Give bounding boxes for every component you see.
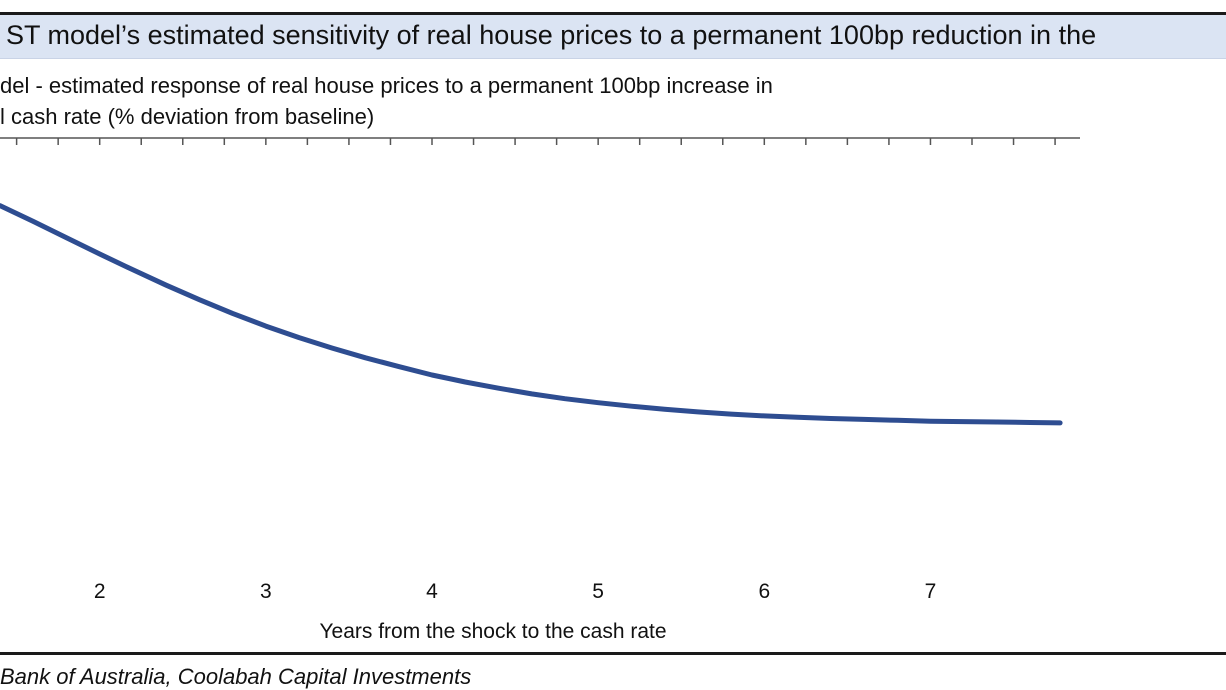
tick-labels: 2 3 4 5 6 7 xyxy=(94,580,936,603)
x-axis xyxy=(0,137,1080,145)
chart-subtitle: del - estimated response of real house p… xyxy=(0,73,773,129)
x-axis-title: Years from the shock to the cash rate xyxy=(319,620,666,643)
series-layer xyxy=(0,203,1063,426)
x-tick-label: 5 xyxy=(592,580,604,603)
source-note: Bank of Australia, Coolabah Capital Inve… xyxy=(0,664,472,689)
x-tick-label: 6 xyxy=(758,580,770,603)
x-tick-label: 2 xyxy=(94,580,106,603)
chart-title: ST model’s estimated sensitivity of real… xyxy=(6,20,1097,50)
x-tick-label: 4 xyxy=(426,580,438,603)
title-band: ST model’s estimated sensitivity of real… xyxy=(0,15,1226,59)
series-line-1 xyxy=(0,203,1063,426)
x-tick-label: 7 xyxy=(925,580,937,603)
top-rule xyxy=(0,12,1226,15)
bottom-rule xyxy=(0,652,1226,655)
x-tick-label: 3 xyxy=(260,580,272,603)
